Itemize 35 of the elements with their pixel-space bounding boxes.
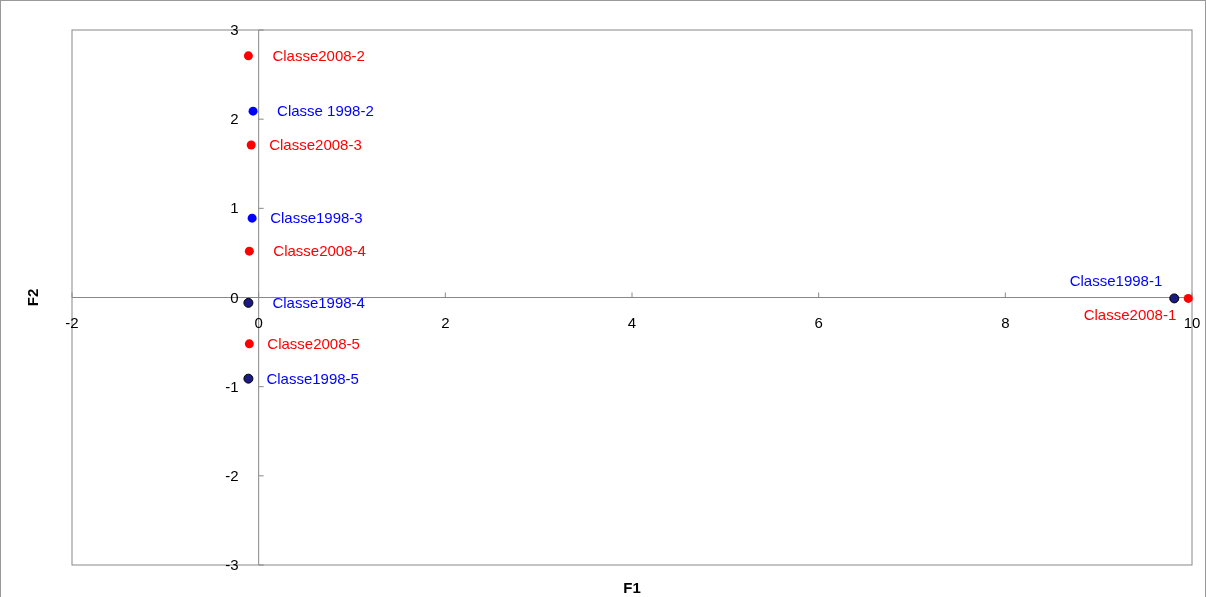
point [243, 51, 253, 61]
x-tick-label: 8 [1001, 313, 1010, 331]
point [246, 140, 256, 150]
x-tick-label: 4 [627, 313, 637, 331]
point [248, 106, 258, 116]
point [247, 213, 257, 223]
x-tick-label: 2 [441, 313, 450, 331]
x-tick-label: 6 [814, 313, 823, 331]
y-tick-label: 0 [230, 288, 239, 306]
data-label: Classe2008-3 [269, 136, 362, 154]
x-tick-label: 0 [254, 313, 263, 331]
y-tick-label: -1 [225, 377, 239, 395]
y-tick-label: 2 [230, 110, 239, 128]
y-tick-label: 1 [230, 199, 239, 217]
data-label: Classe1998-3 [270, 209, 363, 227]
x-tick-label: 10 [1183, 313, 1201, 331]
y-tick-label: -2 [225, 466, 239, 484]
data-label: Classe2008-2 [272, 46, 365, 64]
point [243, 297, 254, 308]
data-label: Classe 1998-2 [277, 102, 374, 120]
point [244, 246, 254, 256]
x-axis-title: F1 [623, 579, 641, 596]
point [1169, 293, 1180, 304]
data-label: Classe1998-5 [266, 369, 359, 387]
y-axis-title: F2 [24, 288, 41, 307]
data-label: Classe1998-1 [1069, 272, 1163, 290]
y-tick-label: 3 [230, 21, 239, 38]
point [243, 373, 254, 384]
point [244, 339, 254, 349]
x-tick-label: -2 [65, 313, 79, 331]
data-label: Classe2008-1 [1083, 306, 1177, 324]
data-label: Classe2008-4 [273, 242, 366, 260]
y-tick-label: -3 [225, 556, 239, 573]
data-label: Classe2008-5 [267, 334, 360, 352]
data-label: Classe1998-4 [272, 293, 365, 311]
